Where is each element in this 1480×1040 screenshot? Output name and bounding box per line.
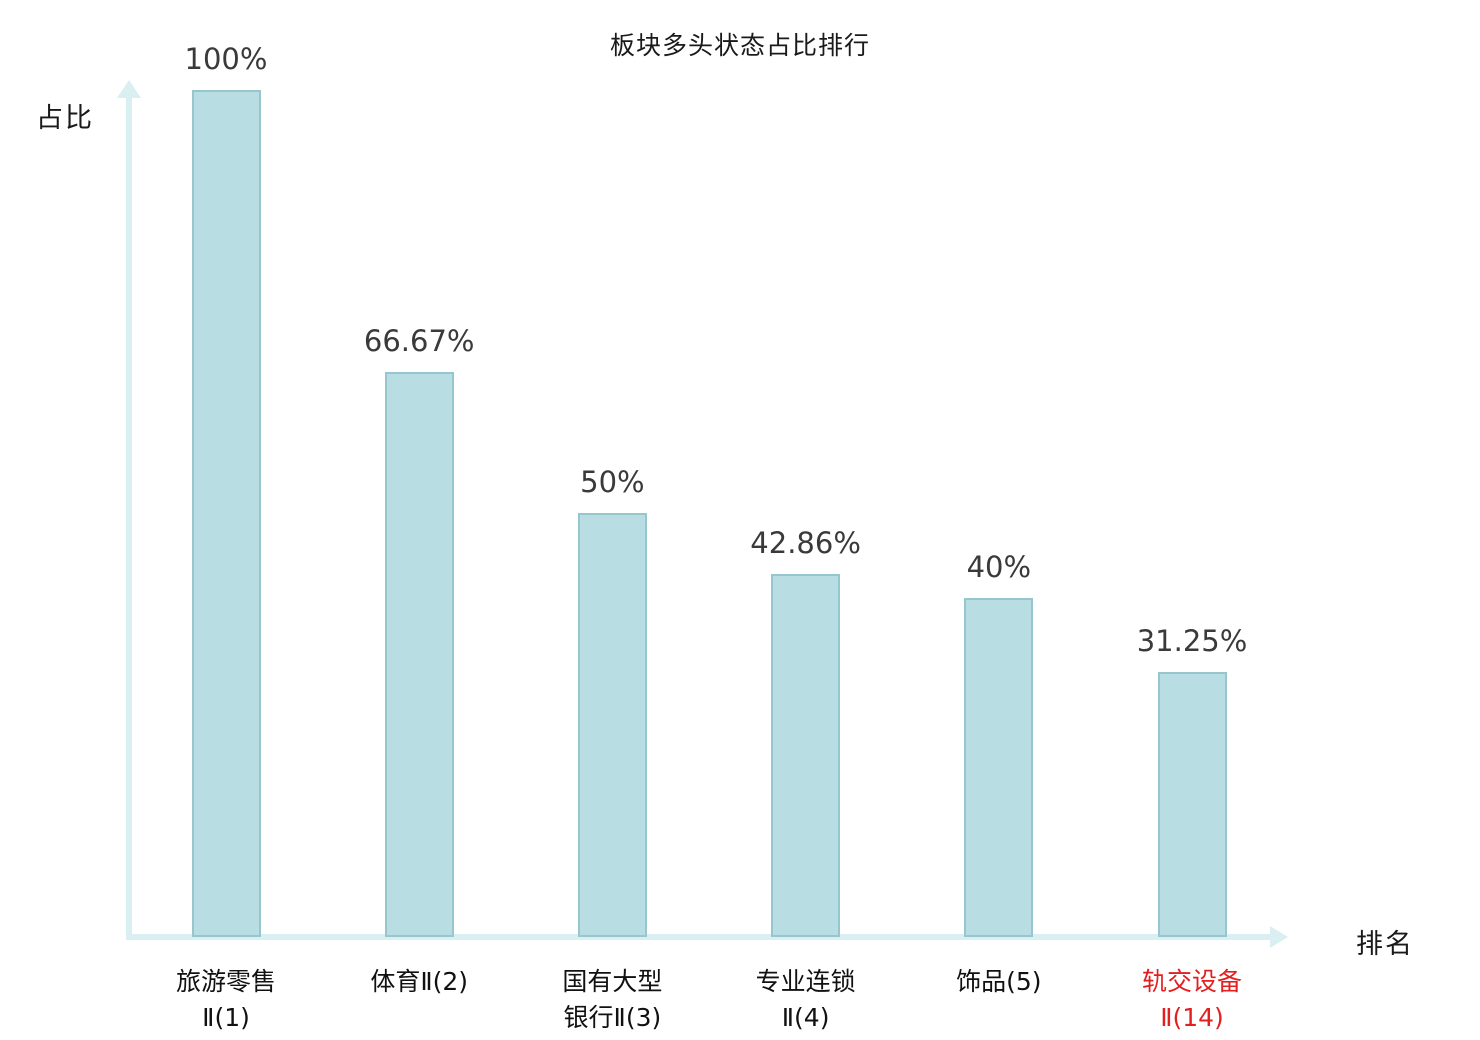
bar-category-label-line: 轨交设备 [1141, 967, 1242, 996]
bar-category-label-line: 国有大型 [562, 967, 663, 996]
bar-category-label: 专业连锁 Ⅱ(4) [676, 964, 936, 1035]
bar [384, 372, 454, 937]
x-axis-label: 排名 [1356, 929, 1414, 960]
bar-category-label: 旅游零售 Ⅱ(1) [96, 964, 356, 1035]
x-axis [126, 934, 1272, 940]
bar-category-label-line: 银行Ⅱ(3) [563, 1002, 662, 1032]
y-axis-label: 占比 [36, 103, 94, 134]
bar-category-label-line: 旅游零售 [175, 967, 276, 996]
bar-category-label: 饰品(5) [869, 964, 1129, 1000]
bar [191, 90, 261, 937]
bar-category-label: 国有大型银行Ⅱ(3) [482, 964, 742, 1035]
bar-value-label: 66.67% [363, 324, 475, 358]
bar-category-label-line: 专业连锁 [755, 967, 856, 996]
bar-category-label-line: 体育Ⅱ(2) [370, 967, 469, 996]
bar [577, 513, 647, 937]
bar-category-label-line: Ⅱ(1) [202, 1002, 250, 1032]
bar-category-label: 轨交设备 Ⅱ(14) [1062, 964, 1322, 1035]
bar [964, 598, 1034, 937]
bar [771, 574, 841, 937]
chart-title: 板块多头状态占比排行 [609, 31, 870, 60]
bar-value-label: 42.86% [750, 526, 861, 560]
bar-value-label: 40% [966, 550, 1032, 584]
bar-category-label-line: 饰品(5) [956, 967, 1042, 996]
bar-category-label-line: Ⅱ(4) [781, 1002, 830, 1032]
bar-value-label: 31.25% [1136, 624, 1248, 658]
y-axis-arrow-icon [117, 80, 141, 98]
bar-value-label: 50% [580, 465, 645, 499]
bar-category-label: 体育Ⅱ(2) [289, 964, 549, 1000]
bar [1157, 672, 1227, 937]
x-axis-arrow-icon [1270, 926, 1288, 948]
y-axis [126, 96, 132, 937]
bar-category-label-line: Ⅱ(14) [1160, 1002, 1224, 1032]
bar-value-label: 100% [184, 42, 268, 76]
